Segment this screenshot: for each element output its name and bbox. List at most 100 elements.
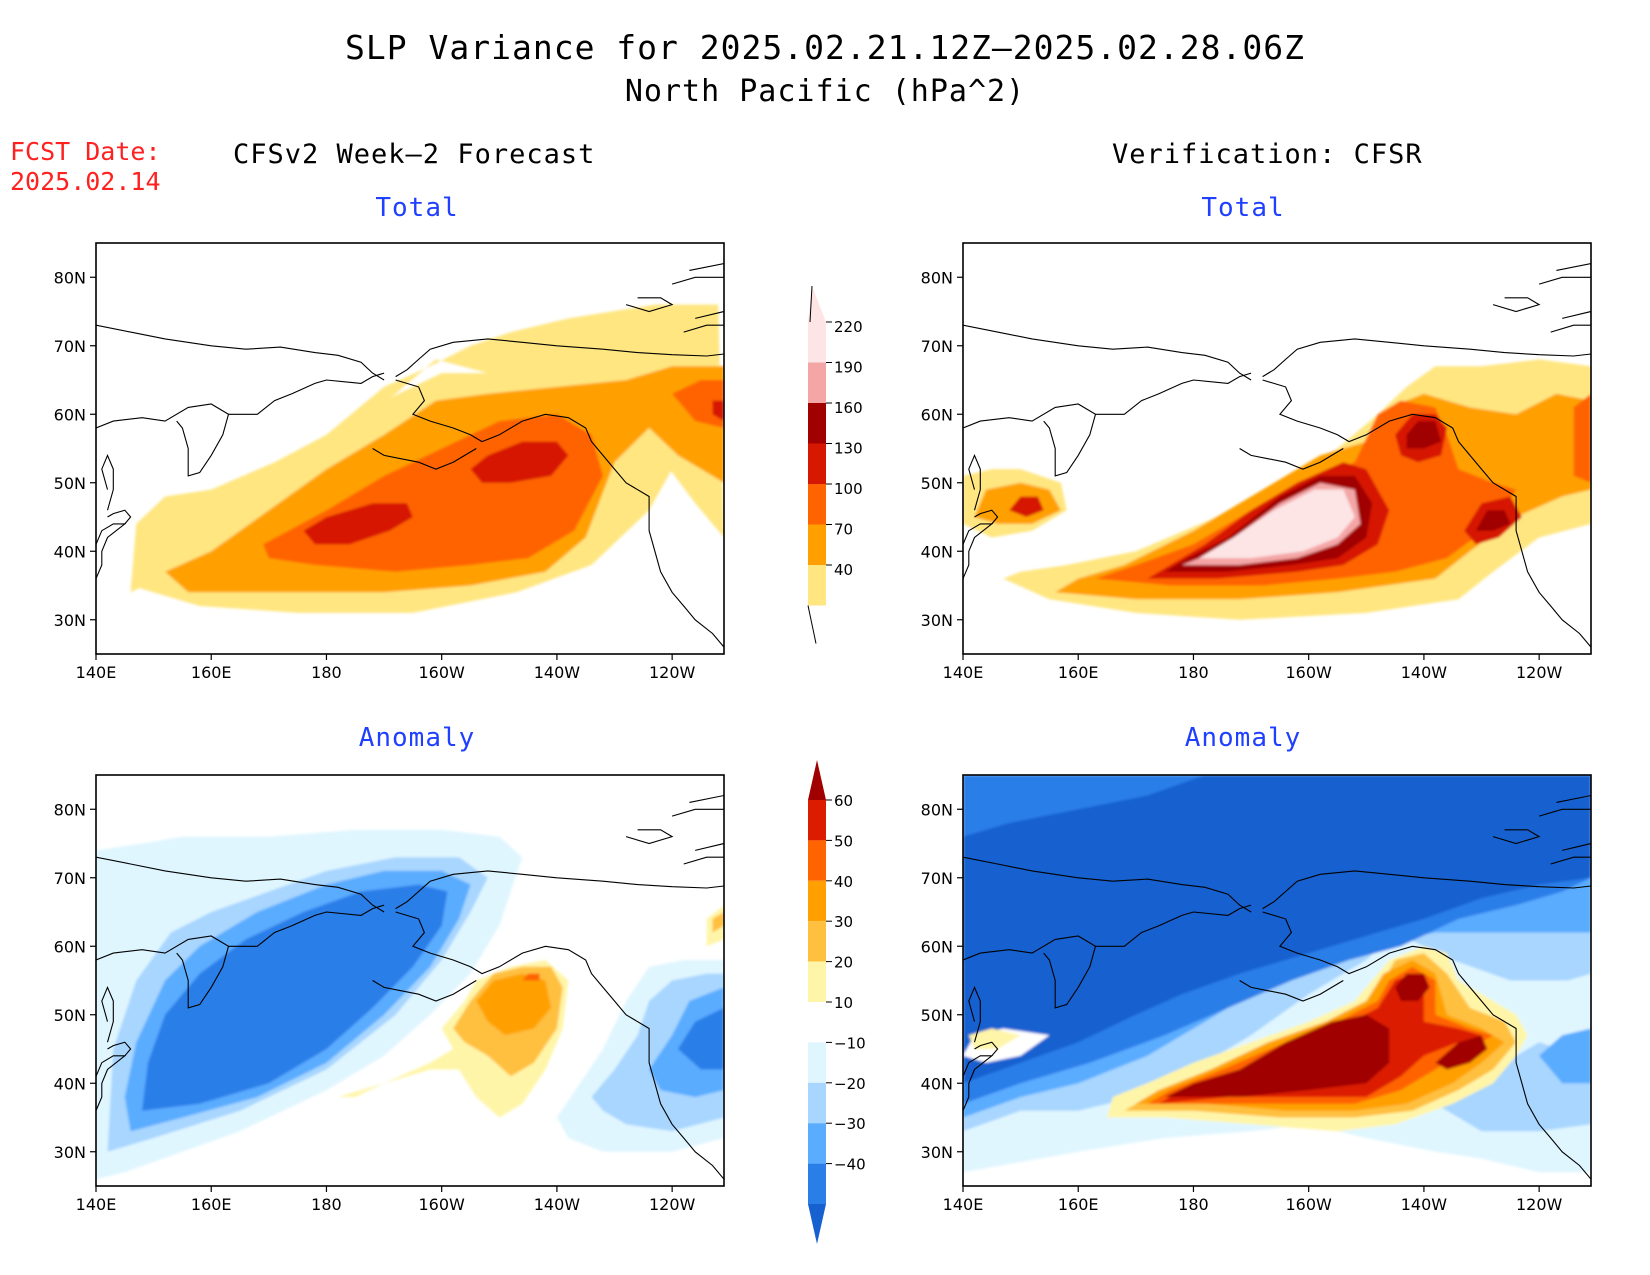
coastline-segment <box>1492 829 1541 845</box>
colorbar-box <box>808 484 826 525</box>
colorbar-box <box>808 1002 826 1043</box>
panel-bottom_right-field <box>963 775 1591 1186</box>
panel-top_left-field <box>96 243 724 654</box>
colorbar-label: −10 <box>834 1034 866 1052</box>
contour-fill-top_right-4 <box>1573 393 1591 483</box>
coastline-segment <box>968 453 981 511</box>
lat-tick-label: 70N <box>921 337 953 356</box>
coastline-segment <box>963 403 1097 477</box>
lon-tick-label: 180 <box>311 1195 342 1214</box>
lat-tick-label: 60N <box>54 937 86 956</box>
contour-fill-top_right-12 <box>1475 510 1511 531</box>
left-column-heading: CFSv2 Week–2 Forecast <box>233 139 596 170</box>
lat-tick-label: 80N <box>54 268 86 287</box>
colorbar-arrow-top <box>808 760 826 800</box>
coastline-segment <box>96 523 127 580</box>
lon-tick-label: 140W <box>1401 663 1448 682</box>
lat-tick-label: 40N <box>921 542 953 561</box>
panel-title-bottom-right: Anomaly <box>1184 723 1302 753</box>
coastline-segment <box>625 829 674 845</box>
lon-tick-label: 180 <box>1178 1195 1209 1214</box>
lat-tick-label: 30N <box>54 1143 86 1162</box>
coastline-segment <box>968 985 981 1043</box>
contour-fill-bottom_right-7 <box>963 775 1591 1084</box>
colorbar-arrow-top <box>808 286 826 322</box>
colorbar-label: 70 <box>834 521 853 539</box>
panel-title-top-right: Total <box>1201 193 1285 223</box>
lon-tick-label: 160E <box>1058 663 1099 682</box>
colorbar-box <box>808 322 826 363</box>
colorbar-label: 10 <box>834 994 853 1012</box>
colorbar-label: 60 <box>834 792 853 810</box>
coastline-segment <box>96 856 385 913</box>
lon-tick-label: 120W <box>649 663 696 682</box>
coastline-segment <box>963 1055 994 1112</box>
coastlines-top_right <box>963 263 1591 648</box>
coastline-segment <box>395 870 724 910</box>
colorbar-label: 220 <box>834 318 863 336</box>
lat-tick-label: 50N <box>921 1006 953 1025</box>
panel-frame-bottom_right <box>962 774 1592 1187</box>
coastline-segment <box>1262 911 1591 1180</box>
contour-fill-bottom_right-4 <box>1539 1028 1591 1084</box>
chart-title: SLP Variance for 2025.02.21.12Z–2025.02.… <box>345 28 1305 67</box>
lon-tick-label: 120W <box>1516 1195 1563 1214</box>
coastline-segment <box>1239 980 1344 1002</box>
lon-tick-label: 140E <box>943 1195 984 1214</box>
coastline-segment <box>1538 263 1591 285</box>
colorbar-box <box>808 524 826 565</box>
coastline-segment <box>974 509 999 525</box>
colorbar-box <box>808 362 826 403</box>
panel-top_right-field <box>963 243 1591 654</box>
panel-title-top-left: Total <box>375 193 459 223</box>
coastlines-bottom_left <box>96 794 724 1180</box>
lon-tick-label: 160W <box>1286 663 1333 682</box>
lat-tick-label: 40N <box>921 1074 953 1093</box>
panel-frame-top_left <box>95 242 725 655</box>
coastline-segment <box>1095 372 1252 415</box>
coastline-segment <box>96 935 230 1009</box>
lon-tick-label: 140W <box>1401 1195 1448 1214</box>
coastline-segment <box>101 453 114 511</box>
colorbar-arrow-bottom <box>808 1204 826 1244</box>
colorbar-label: −30 <box>834 1115 866 1133</box>
contour-fill-top_left-4 <box>672 380 724 428</box>
coastline-segment <box>96 403 230 477</box>
coastline-segment <box>395 379 724 648</box>
lat-tick-label: 40N <box>54 1074 86 1093</box>
colorbar-label: −40 <box>834 1156 866 1174</box>
colorbar-box <box>808 565 826 606</box>
lon-tick-label: 140W <box>534 1195 581 1214</box>
colorbar-label: 40 <box>834 873 853 891</box>
colorbar-box <box>808 800 826 841</box>
contour-fill-bottom_right-16 <box>1395 973 1430 1001</box>
colorbar-total: 220 190 160 130 100 70 40 <box>807 285 863 644</box>
lat-tick-label: 70N <box>921 869 953 888</box>
colorbar-anomaly: 60 50 40 30 20 10 −10 −20 −30 −40 <box>808 760 866 1244</box>
contour-fill-top_left-0 <box>130 304 724 593</box>
colorbar-box <box>808 961 826 1002</box>
colorbar-label: 160 <box>834 399 863 417</box>
colorbar-box <box>808 921 826 962</box>
contour-fill-bottom_left-6 <box>142 884 448 1111</box>
lon-tick-label: 160E <box>191 663 232 682</box>
coastline-segment <box>1239 448 1344 470</box>
chart-subtitle: North Pacific (hPa^2) <box>624 74 1026 109</box>
forecast-date-value: 2025.02.14 <box>10 167 161 196</box>
coastline-segment <box>107 1041 132 1057</box>
lat-tick-label: 40N <box>54 542 86 561</box>
lat-tick-label: 30N <box>54 611 86 630</box>
colorbar-label: 130 <box>834 440 863 458</box>
contour-fill-top_left-5 <box>303 503 413 545</box>
coastline-segment <box>1262 379 1591 648</box>
colorbar-arrow-bottom <box>807 605 817 644</box>
coastline-segment <box>372 448 477 470</box>
lat-tick-label: 60N <box>921 405 953 424</box>
lon-tick-label: 160W <box>419 663 466 682</box>
colorbar-box <box>808 840 826 881</box>
colorbar-box <box>808 1163 826 1204</box>
lat-tick-label: 50N <box>54 474 86 493</box>
lat-tick-label: 70N <box>54 869 86 888</box>
lat-tick-label: 50N <box>921 474 953 493</box>
